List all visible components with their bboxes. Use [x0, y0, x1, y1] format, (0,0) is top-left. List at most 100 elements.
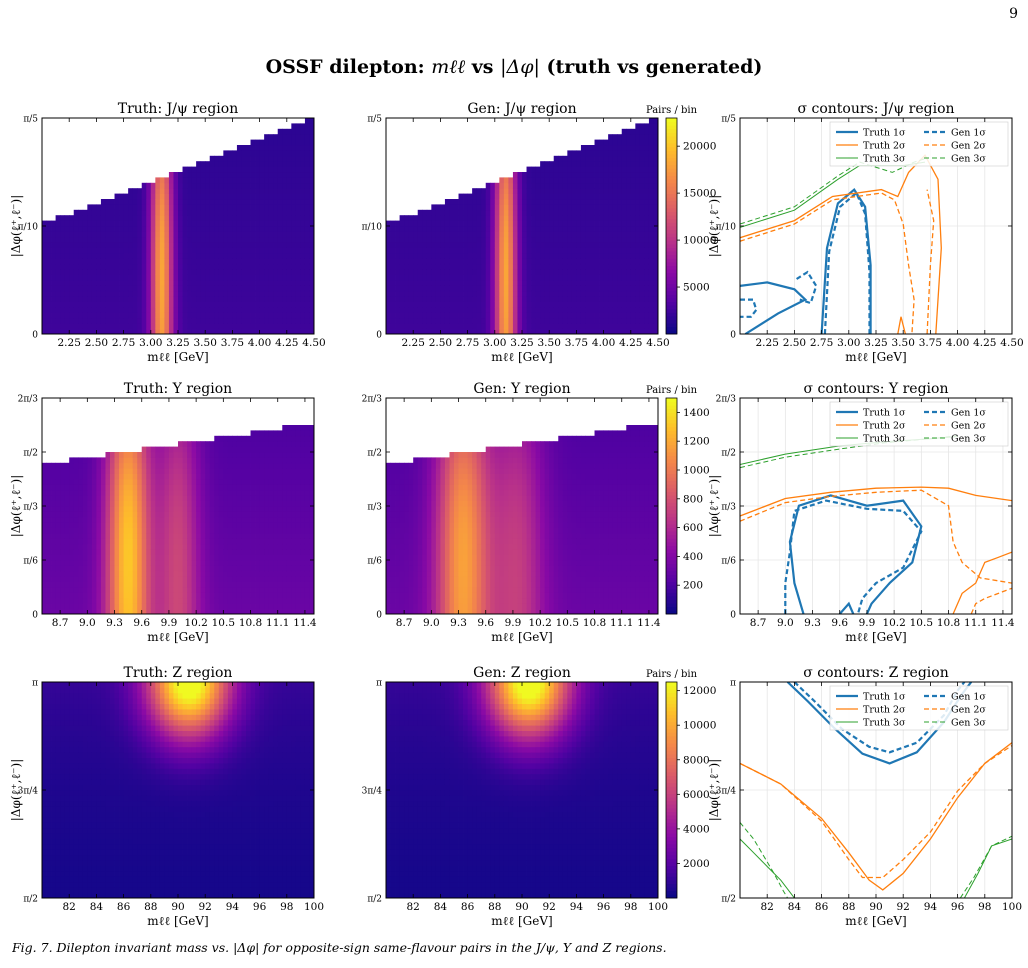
- x-tick-label: 9.3: [804, 617, 821, 629]
- x-tick-label: 100: [1002, 901, 1022, 913]
- y-tick-label: π/5: [23, 115, 38, 125]
- x-tick-label: 9.3: [106, 617, 123, 629]
- y-tick-label: 2π/3: [362, 395, 383, 405]
- y-axis-label: |Δφ(ℓ⁺,ℓ⁻)|: [9, 475, 23, 538]
- x-tick-label: 8.7: [750, 617, 767, 629]
- contour-truth-3sigma: [963, 838, 1012, 898]
- x-axis-label: mℓℓ [GeV]: [845, 914, 906, 928]
- y-tick-label: π: [32, 679, 38, 689]
- colorbar-tick-label: 400: [683, 551, 703, 563]
- y-tick-label: 0: [32, 611, 38, 621]
- x-tick-label: 10.2: [528, 617, 551, 629]
- colorbar-label: Pairs / bin: [646, 105, 698, 116]
- x-tick-label: 11.4: [293, 617, 317, 629]
- contour-truth-2sigma: [952, 551, 1012, 614]
- x-tick-label: 11.1: [610, 617, 633, 629]
- colorbar: 2000 4000 6000 8000 10000 12000 Pairs / bin: [646, 669, 716, 899]
- legend-entry: Truth 1σ: [863, 692, 906, 703]
- colorbar-label: Pairs / bin: [646, 669, 698, 680]
- x-tick-label: 2.50: [429, 337, 452, 349]
- y-axis-label: |Δφ(ℓ⁺,ℓ⁻)|: [707, 759, 721, 822]
- colorbar-tick-label: 2000: [683, 858, 710, 870]
- x-tick-label: 98: [280, 901, 293, 913]
- y-tick-label: π/3: [23, 503, 38, 513]
- x-tick-label: 86: [461, 901, 475, 913]
- legend-entry: Gen 3σ: [951, 154, 986, 165]
- y-axis-label: |Δφ(ℓ⁺,ℓ⁻)|: [707, 195, 721, 258]
- x-tick-label: 90: [171, 901, 184, 913]
- x-tick-label: 3.75: [221, 337, 244, 349]
- y-tick-label: 3π/4: [362, 787, 383, 797]
- y-axis-label: |Δφ(ℓ⁺,ℓ⁻)|: [707, 475, 721, 538]
- colorbar-tick-label: 800: [683, 493, 703, 505]
- colorbar: 5000 10000 15000 20000 Pairs / bin: [646, 105, 716, 335]
- colorbar-tick-label: 20000: [683, 141, 716, 153]
- y-tick-label: 2π/3: [716, 395, 737, 405]
- x-tick-label: 3.25: [166, 337, 189, 349]
- y-tick-label: 0: [32, 331, 38, 341]
- x-tick-label: 10.5: [212, 617, 235, 629]
- y-tick-label: 3π/4: [18, 787, 39, 797]
- x-tick-label: 88: [488, 901, 501, 913]
- contour-truth-2sigma: [740, 154, 942, 334]
- x-tick-label: 3.50: [194, 337, 217, 349]
- colorbar: 200 400 600 800 1000 1200 1400 Pairs / bin: [646, 385, 710, 615]
- panel-title: σ contours: Υ region: [804, 381, 949, 397]
- x-tick-label: 98: [978, 901, 991, 913]
- y-tick-label: π/6: [721, 557, 736, 567]
- y-tick-label: π/5: [367, 115, 382, 125]
- contour-gen-2sigma: [970, 587, 1012, 614]
- y-tick-label: π/3: [721, 503, 736, 513]
- y-tick-label: π/2: [721, 895, 736, 905]
- panel-upsilon-truth: Truth: Υ region 8.7 9.0 9.3 9.6 9.9 10.2 10.5 10…: [9, 381, 317, 644]
- legend-entry: Gen 2σ: [951, 705, 986, 716]
- y-axis-label: |Δφ(ℓ⁺,ℓ⁻)|: [9, 759, 23, 822]
- contour-gen-2sigma: [740, 192, 915, 334]
- contour-gen-2sigma: [926, 189, 935, 334]
- x-tick-label: 100: [648, 901, 668, 913]
- x-tick-label: 86: [117, 901, 131, 913]
- legend-entry: Gen 1σ: [951, 408, 986, 419]
- x-tick-label: 2.50: [783, 337, 806, 349]
- x-tick-label: 4.00: [248, 337, 271, 349]
- contour-truth-1sigma: [838, 601, 855, 614]
- page-number: 9: [1009, 6, 1018, 22]
- x-tick-label: 10.2: [184, 617, 207, 629]
- x-tick-label: 9.0: [79, 617, 96, 629]
- colorbar-tick-label: 200: [683, 580, 703, 592]
- figure-title: OSSF dilepton: mℓℓ vs |Δφ| (truth vs gen…: [265, 56, 763, 78]
- legend-entry: Gen 2σ: [951, 141, 986, 152]
- x-tick-label: 4.50: [302, 337, 325, 349]
- legend: Truth 1σ Truth 2σ Truth 3σ Gen 1σ Gen 2σ Gen …: [829, 685, 1009, 731]
- y-tick-label: π/2: [23, 449, 38, 459]
- panel-title: Truth: Z region: [124, 665, 233, 681]
- contour-gen-1sigma: [796, 270, 818, 305]
- legend-entry: Truth 3σ: [863, 434, 906, 445]
- contour-gen-2sigma: [740, 744, 1012, 879]
- x-tick-label: 90: [515, 901, 528, 913]
- contour-truth-2sigma: [897, 316, 907, 334]
- x-tick-label: 86: [815, 901, 829, 913]
- x-tick-label: 82: [407, 901, 420, 913]
- x-tick-label: 84: [788, 901, 802, 913]
- contour-truth-1sigma: [740, 281, 808, 334]
- figure-caption: Fig. 7. Dilepton invariant mass vs. |Δφ|…: [12, 940, 667, 955]
- panel-jpsi-generated: Gen: J/ψ region 2.25 2.50 2.75 3.00 3.25 3.50 3…: [362, 101, 717, 364]
- x-axis-label: mℓℓ [GeV]: [147, 350, 208, 364]
- legend-entry: Gen 3σ: [951, 718, 986, 729]
- colorbar-tick-label: 10000: [683, 720, 716, 732]
- y-tick-label: π/5: [721, 115, 736, 125]
- x-tick-label: 92: [543, 901, 556, 913]
- legend-entry: Truth 3σ: [863, 718, 906, 729]
- x-tick-label: 2.25: [756, 337, 779, 349]
- colorbar-tick-label: 5000: [683, 282, 710, 294]
- x-tick-label: 11.1: [964, 617, 987, 629]
- contour-gen-3sigma: [959, 835, 1012, 898]
- x-tick-label: 3.75: [919, 337, 942, 349]
- x-tick-label: 10.8: [239, 617, 262, 629]
- legend-entry: Truth 3σ: [863, 154, 906, 165]
- panel-title: Gen: J/ψ region: [467, 101, 576, 117]
